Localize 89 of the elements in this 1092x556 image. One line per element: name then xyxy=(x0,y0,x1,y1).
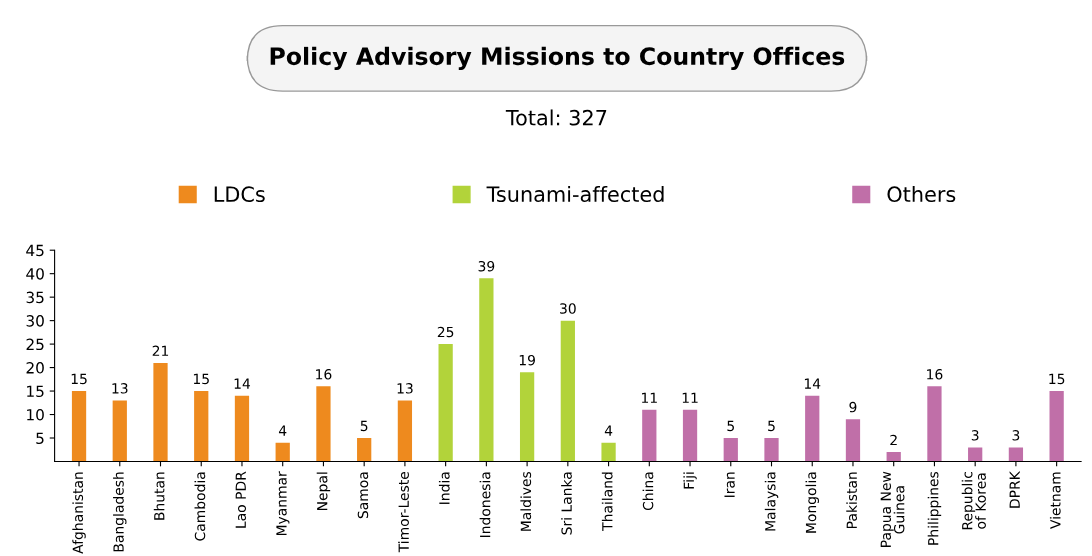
y-tick-label: 5 xyxy=(36,432,44,445)
x-tick-label: Lao PDR xyxy=(235,471,246,528)
bar xyxy=(71,391,87,462)
y-tick-label: 40 xyxy=(26,268,44,280)
x-tick-label: Indonesia xyxy=(479,472,491,538)
data-label: 11 xyxy=(682,392,698,403)
x-tick-label: Samoa xyxy=(357,472,369,519)
bar xyxy=(845,419,861,462)
bar xyxy=(927,386,942,462)
bar xyxy=(1008,447,1024,462)
bar xyxy=(886,452,901,462)
bar xyxy=(397,400,413,462)
x-tick-label: Vietnam xyxy=(1049,472,1061,529)
data-label: 13 xyxy=(397,383,413,394)
x-tick-label: Fiji xyxy=(683,472,697,489)
bar xyxy=(112,400,127,462)
x-tick-label: Bangladesh xyxy=(113,472,127,552)
bar xyxy=(275,442,290,462)
x-tick-label: Thailand xyxy=(601,472,613,531)
data-label: 13 xyxy=(112,383,128,394)
bar xyxy=(642,409,657,462)
data-label: 14 xyxy=(804,378,821,389)
x-tick-label: Republic of Korea xyxy=(961,472,986,530)
data-label: 30 xyxy=(560,303,576,314)
y-tick-label: 15 xyxy=(27,385,44,398)
x-tick-label: China xyxy=(642,472,654,511)
x-tick-label: Sri Lanka xyxy=(561,472,572,535)
data-label: 5 xyxy=(360,420,368,432)
x-tick-label: DPRK xyxy=(1009,470,1020,508)
legend-label: Others xyxy=(887,185,956,203)
data-label: 21 xyxy=(152,345,169,356)
x-tick-label: Malaysia xyxy=(764,472,779,531)
data-label: 14 xyxy=(234,378,251,389)
x-tick-label: Mongolia xyxy=(805,472,819,533)
bar xyxy=(1049,391,1064,462)
bar xyxy=(601,442,616,462)
x-tick-label: Pakistan xyxy=(846,472,857,528)
bar xyxy=(682,409,698,462)
data-label: 3 xyxy=(1012,430,1020,441)
data-label: 16 xyxy=(927,368,943,380)
data-label: 15 xyxy=(193,373,209,385)
x-tick-label: Nepal xyxy=(316,472,331,510)
x-tick-label: Philippines xyxy=(927,471,942,545)
y-tick-label: 25 xyxy=(26,338,44,351)
data-label: 4 xyxy=(604,425,613,436)
data-label: 2 xyxy=(890,434,897,446)
y-tick-label: 10 xyxy=(27,408,44,421)
data-label: 5 xyxy=(727,420,734,432)
legend-label: LDCs xyxy=(214,186,265,203)
data-label: 4 xyxy=(278,425,287,436)
x-tick-label: Timor-Leste xyxy=(398,471,409,553)
x-tick-label: Iran xyxy=(724,472,735,497)
x-tick-label: India xyxy=(438,472,450,504)
bar xyxy=(805,395,820,462)
chart-subtitle: Total: 327 xyxy=(505,109,607,126)
x-tick-label: Bhutan xyxy=(153,472,165,520)
bar xyxy=(194,391,209,462)
y-tick-label: 35 xyxy=(26,291,44,304)
bar xyxy=(764,438,779,462)
x-tick-label: Papua New Guinea xyxy=(880,471,905,547)
bar xyxy=(723,438,738,462)
y-tick-label: 45 xyxy=(26,244,44,257)
bar xyxy=(479,278,494,462)
bar xyxy=(519,372,535,462)
x-tick-label: Afghanistan xyxy=(72,472,86,554)
data-label: 5 xyxy=(768,420,775,432)
x-tick-label: Myanmar xyxy=(276,471,290,536)
chart-title: Policy Advisory Missions to Country Offices xyxy=(270,46,845,70)
data-label: 15 xyxy=(1049,373,1065,385)
data-label: 19 xyxy=(519,354,535,366)
x-tick-label: Cambodia xyxy=(194,472,206,541)
bar xyxy=(316,386,331,462)
legend-label: Tsunami-affected xyxy=(486,185,664,203)
data-label: 39 xyxy=(478,261,495,272)
y-tick-label: 20 xyxy=(26,362,44,374)
bar xyxy=(357,438,372,462)
bar xyxy=(968,447,983,462)
data-label: 25 xyxy=(437,326,454,338)
bar xyxy=(560,320,575,462)
data-label: 9 xyxy=(849,401,857,413)
bar xyxy=(153,362,168,462)
bar xyxy=(234,395,250,462)
data-label: 16 xyxy=(316,368,332,380)
data-label: 11 xyxy=(642,392,657,403)
data-label: 15 xyxy=(71,373,87,385)
x-tick-label: Maldives xyxy=(520,471,532,531)
data-label: 3 xyxy=(971,430,979,441)
y-tick-label: 30 xyxy=(26,315,44,327)
bar xyxy=(438,344,453,462)
